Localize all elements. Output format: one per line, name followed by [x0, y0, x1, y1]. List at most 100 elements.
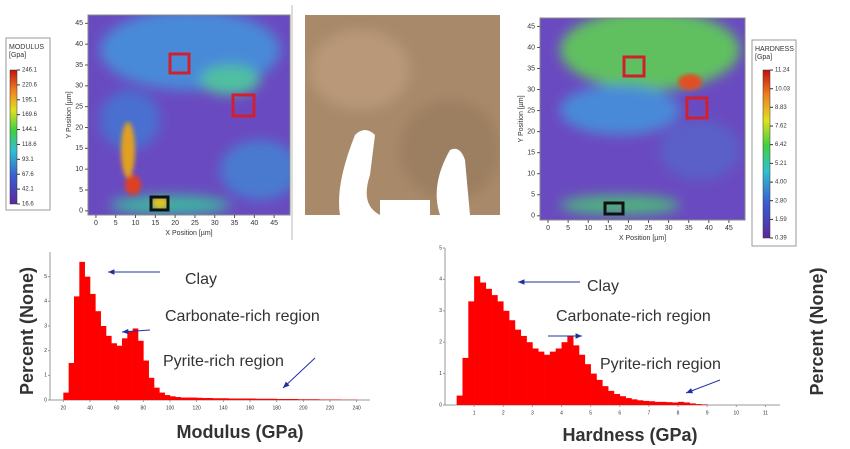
bar [308, 399, 315, 400]
y-tick-label: 0 [531, 213, 535, 220]
bar [462, 357, 469, 405]
bar [561, 342, 568, 405]
colorbar-tick-label: 93.1 [22, 157, 34, 163]
annotation: Carbonate-rich region [165, 308, 320, 325]
x-tick-label: 20 [625, 225, 633, 232]
bar [196, 397, 203, 400]
bar [602, 386, 609, 405]
colorbar-title: MODULUS [9, 44, 44, 51]
bar [218, 398, 224, 400]
y-tick-label: 35 [75, 62, 83, 69]
bar [474, 276, 481, 405]
x-tick-label: 35 [231, 220, 239, 227]
bar [148, 377, 155, 400]
x-axis-label: X Position [µm] [619, 235, 666, 242]
y-tick-label: 4 [439, 277, 442, 283]
y-tick-label: 35 [527, 65, 535, 72]
x-tick-label: 40 [705, 225, 713, 232]
colorbar [9, 69, 18, 205]
bar [619, 396, 626, 405]
colorbar-tick-label: 10.03 [775, 86, 791, 92]
bar [276, 399, 283, 400]
y-tick-label: 25 [527, 107, 535, 114]
bar [212, 398, 219, 400]
y-tick-label: 3 [439, 308, 442, 314]
y-tick-label: 25 [75, 104, 83, 111]
x-tick-label: 100 [166, 405, 175, 411]
arrow-head [283, 381, 290, 388]
arrow-head [575, 333, 582, 339]
x-tick-label: 30 [665, 225, 673, 232]
colorbar-tick-label: 4.00 [775, 180, 787, 186]
y-tick-label: 30 [75, 83, 83, 90]
plot-frame [539, 17, 746, 221]
colorbar-tick-label: 169.6 [22, 112, 38, 118]
region-box [603, 201, 625, 216]
colorbar-tick-label: 16.6 [22, 202, 34, 208]
colorbar-frame [751, 39, 797, 247]
bar [191, 397, 197, 400]
region-box [622, 55, 646, 78]
bar [648, 401, 656, 405]
bar [485, 288, 492, 405]
bar [573, 345, 580, 405]
colorbar-tick-label: 0.39 [775, 236, 787, 242]
bar [468, 301, 475, 405]
x-tick-label: 8 [677, 410, 680, 416]
region-box [149, 195, 170, 212]
x-tick-label: 140 [219, 405, 228, 411]
bar [132, 328, 139, 400]
y-tick-label: 5 [439, 245, 442, 251]
x-tick-label: 15 [604, 225, 612, 232]
x-tick-label: 120 [192, 405, 201, 411]
y-tick-label: 15 [75, 145, 83, 152]
arrow [282, 357, 316, 389]
x-tick-label: 7 [648, 410, 651, 416]
bar [503, 310, 510, 405]
bar [159, 392, 165, 400]
bar [164, 395, 171, 400]
x-axis-label: Hardness (GPa) [562, 425, 697, 445]
x-tick-label: 10 [584, 225, 592, 232]
x-tick-label: 200 [299, 405, 308, 411]
bar [95, 311, 101, 400]
annotation: Pyrite-rich region [600, 356, 721, 373]
colorbar-tick-label: 118.6 [22, 142, 37, 148]
y-tick-label: 40 [75, 41, 83, 48]
region-box [168, 52, 191, 75]
x-tick-label: 25 [191, 220, 199, 227]
colorbar [762, 69, 771, 239]
bar [637, 400, 644, 405]
bar [584, 364, 591, 405]
bar [532, 348, 539, 405]
x-tick-label: 10 [132, 220, 140, 227]
region-box [231, 93, 256, 118]
bar [292, 399, 299, 400]
y-tick-label: 0 [439, 402, 442, 408]
colorbar-tick-label: 11.24 [775, 68, 790, 74]
bar [514, 329, 522, 405]
bar [701, 404, 708, 405]
bar [456, 395, 463, 405]
bar [544, 354, 551, 405]
x-tick-label: 80 [141, 405, 147, 411]
x-tick-label: 6 [618, 410, 621, 416]
y-axis-label: Y Position [µm] [518, 95, 525, 142]
bar [555, 348, 562, 405]
bar [143, 360, 149, 400]
bar [228, 398, 235, 400]
bar [255, 398, 261, 400]
colorbar-tick-label: 220.6 [22, 82, 38, 88]
x-tick-label: 4 [560, 410, 563, 416]
bar [660, 401, 667, 405]
arrow-head [518, 279, 525, 285]
y-tick-label: 5 [79, 187, 83, 194]
bar [122, 338, 128, 400]
y-tick-label: 4 [44, 299, 47, 305]
colorbar-tick-label: 5.21 [775, 161, 787, 167]
bar [666, 402, 673, 405]
bar [625, 398, 632, 405]
bar [520, 335, 527, 405]
y-tick-label: 0 [44, 397, 47, 403]
